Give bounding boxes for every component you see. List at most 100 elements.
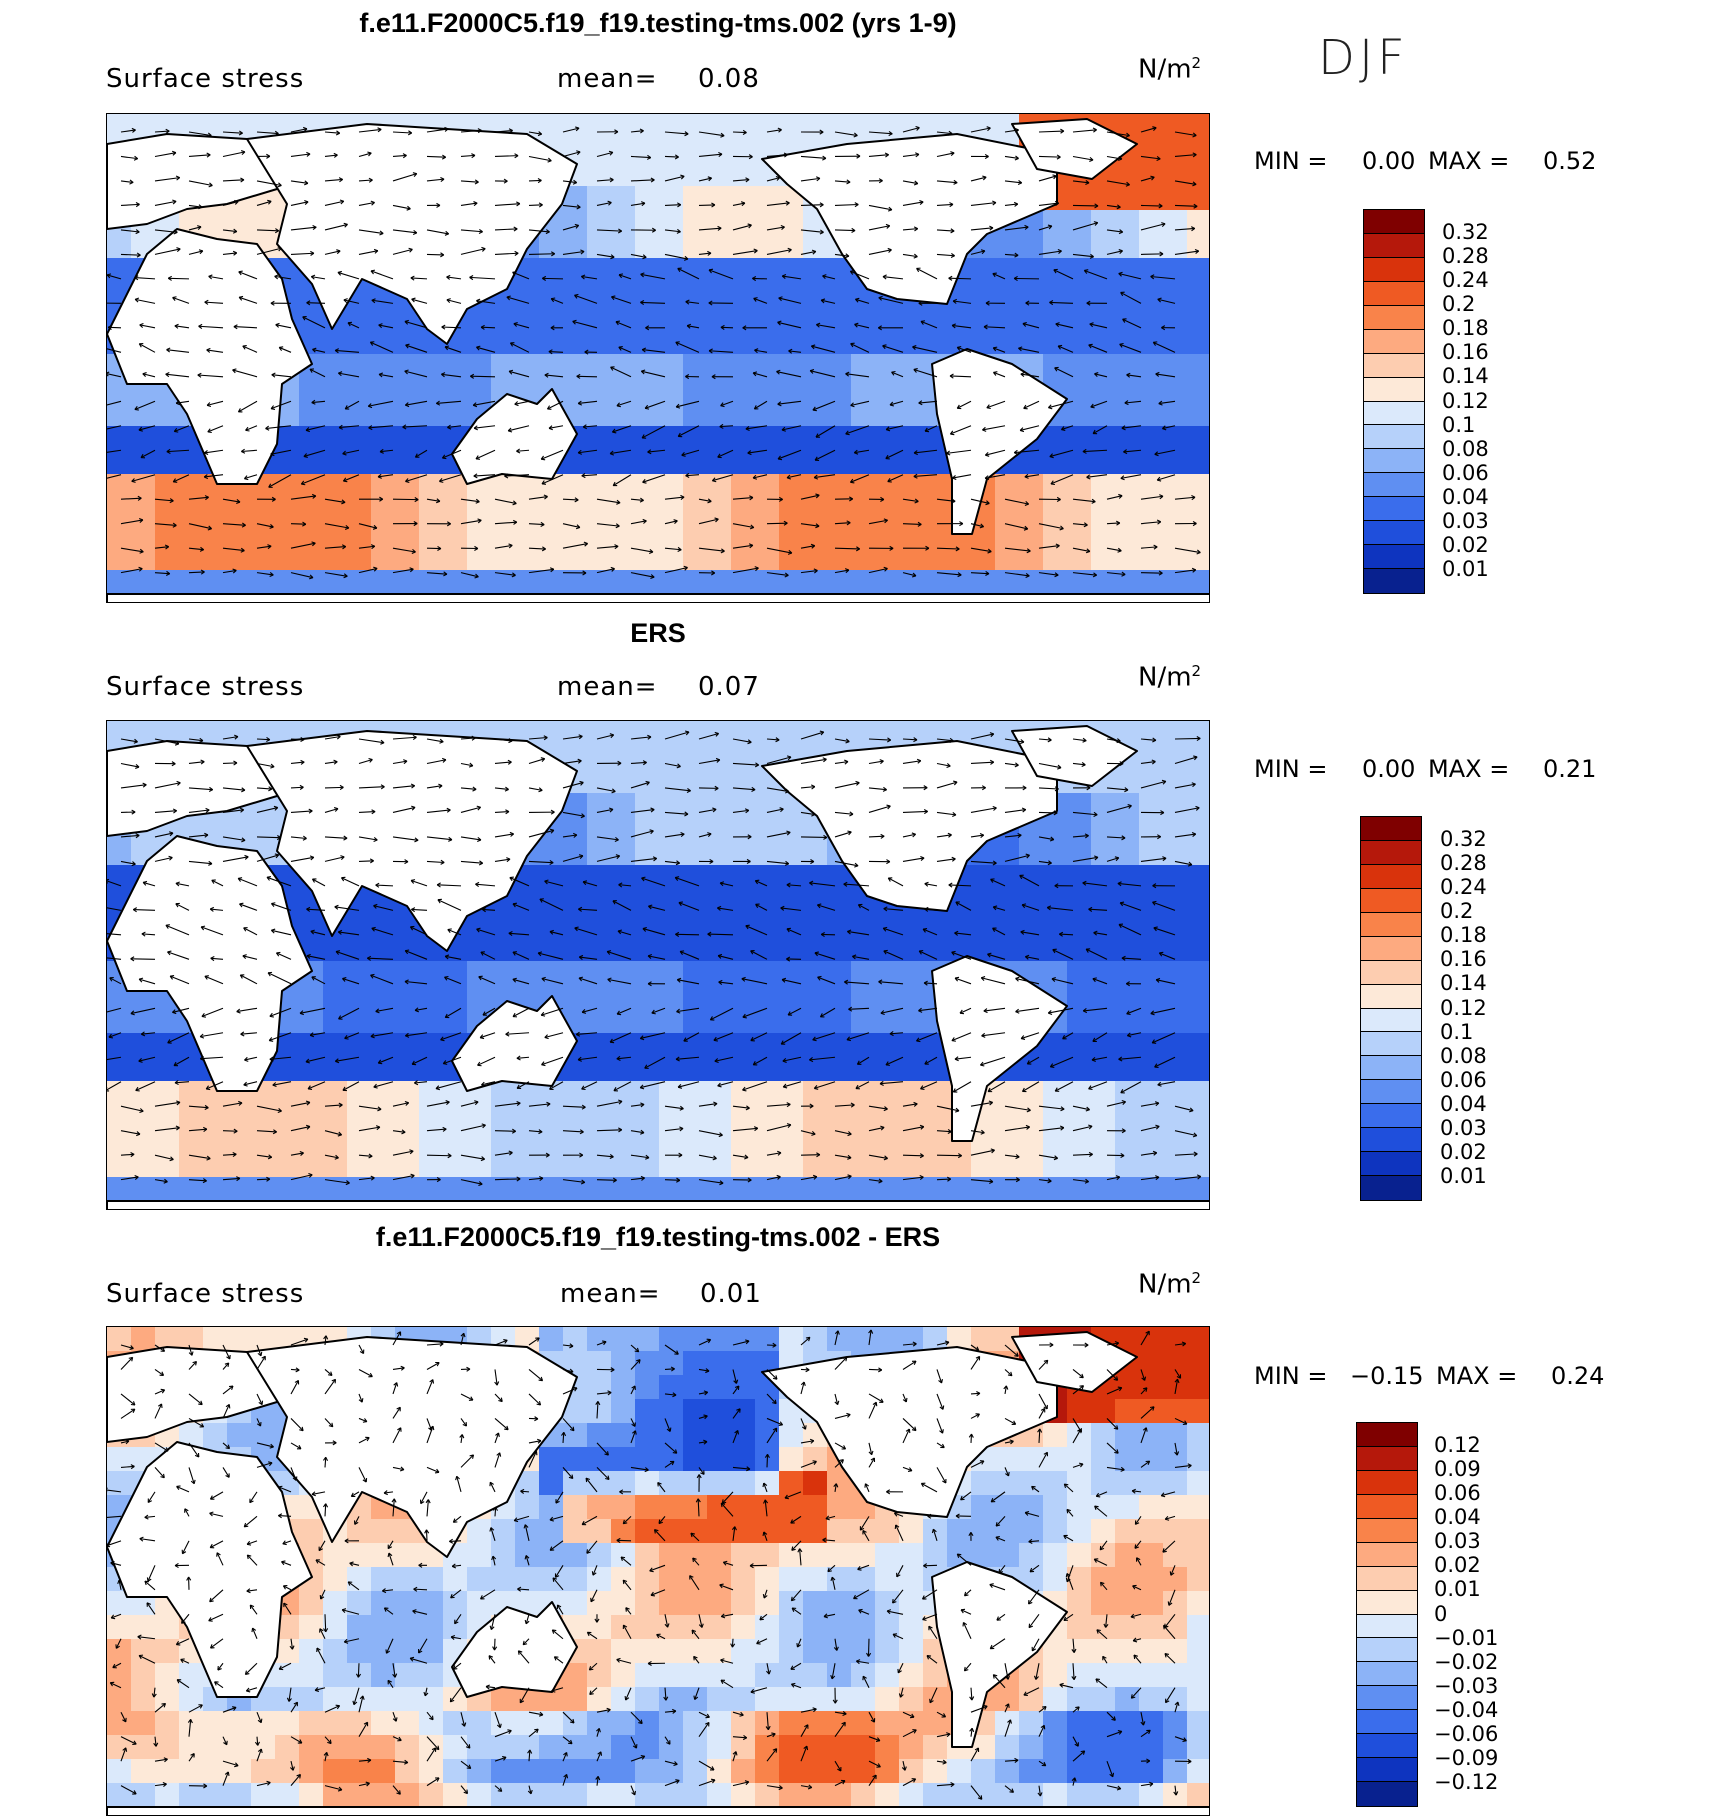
vector-shaft xyxy=(275,324,292,329)
vector-head xyxy=(1092,127,1097,131)
vector-head xyxy=(538,787,543,791)
vector-shaft xyxy=(981,977,1006,985)
panel-title: f.e11.F2000C5.f19_f19.testing-tms.002 (y… xyxy=(359,8,957,38)
field-cell xyxy=(755,378,779,402)
vector-head xyxy=(379,451,384,454)
vector-head xyxy=(891,370,896,373)
vector-shaft xyxy=(154,152,177,158)
vector-head xyxy=(139,551,144,554)
vector-shaft xyxy=(1072,253,1094,258)
vector-head xyxy=(882,789,887,792)
vector-shaft xyxy=(324,546,346,549)
vector-head xyxy=(851,227,856,232)
vector-head xyxy=(607,978,612,983)
vector-head xyxy=(333,759,338,763)
vector-shaft xyxy=(953,300,972,304)
field-cell xyxy=(851,522,875,546)
vector-shaft xyxy=(970,227,994,231)
field-cell xyxy=(851,426,875,450)
vector-shaft xyxy=(1157,298,1176,304)
vector-head xyxy=(883,518,888,521)
vector-head xyxy=(1088,343,1093,346)
vector-head xyxy=(681,451,685,456)
field-cell xyxy=(851,1153,875,1177)
vector-head xyxy=(1092,574,1097,578)
vector-shaft xyxy=(1054,367,1074,378)
vector-head xyxy=(745,425,750,430)
field-cell xyxy=(563,913,587,937)
vector-head xyxy=(946,765,951,768)
vector-head xyxy=(1158,403,1163,406)
vector-shaft xyxy=(630,202,645,206)
vector-head xyxy=(1093,814,1098,817)
vector-head xyxy=(1188,861,1193,866)
vector-shaft xyxy=(232,369,258,378)
vector-head xyxy=(165,128,170,132)
continent-samerica xyxy=(931,955,1068,1142)
vector-head xyxy=(1118,155,1123,160)
vector-head xyxy=(1120,477,1125,481)
vector-head xyxy=(985,502,990,506)
field-cell xyxy=(419,1081,443,1105)
vector-head xyxy=(200,761,205,765)
vector-shaft xyxy=(902,201,924,206)
vector-head xyxy=(473,201,478,204)
vector-head xyxy=(1093,932,1098,936)
vector-head xyxy=(1022,809,1027,813)
field-cell xyxy=(107,498,131,522)
vector-head xyxy=(241,151,246,155)
vector-head xyxy=(344,405,348,410)
vector-head xyxy=(207,431,212,434)
field-cell xyxy=(131,522,155,546)
field-cell xyxy=(515,937,539,961)
vector-head xyxy=(310,276,315,280)
vector-shaft xyxy=(800,811,816,816)
vector-head xyxy=(1157,479,1162,482)
min-label: MIN = xyxy=(1254,147,1328,175)
vector-head xyxy=(171,761,176,765)
vector-head xyxy=(1025,572,1030,577)
vector-head xyxy=(715,757,721,761)
vector-head xyxy=(173,810,178,814)
vector-head xyxy=(265,425,270,429)
field-cell xyxy=(779,306,803,330)
vector-head xyxy=(882,927,887,932)
vector-head xyxy=(855,297,860,300)
vector-head xyxy=(1085,182,1090,185)
vector-head xyxy=(275,854,280,859)
vector-head xyxy=(270,929,275,934)
vector-shaft xyxy=(936,253,955,257)
vector-shaft xyxy=(244,474,258,480)
vector-shaft xyxy=(834,782,860,789)
vector-shaft xyxy=(410,277,428,280)
vector-shaft xyxy=(788,350,802,353)
vector-head xyxy=(1025,500,1030,505)
vector-shaft xyxy=(918,400,938,404)
vector-head xyxy=(199,549,204,552)
vector-head xyxy=(414,499,419,503)
vector-head xyxy=(642,518,647,522)
vector-head xyxy=(1086,548,1091,552)
vector-head xyxy=(1089,156,1094,161)
vector-head xyxy=(1056,496,1061,500)
vector-shaft xyxy=(528,547,546,550)
field-cell xyxy=(683,1129,707,1153)
vector-head xyxy=(820,931,825,935)
vector-shaft xyxy=(154,229,178,233)
vector-head xyxy=(410,275,415,279)
vector-shaft xyxy=(392,806,416,813)
field-cell xyxy=(1163,937,1187,961)
vector-head xyxy=(236,501,241,505)
field-cell xyxy=(611,162,635,186)
vector-head xyxy=(982,176,987,181)
vector-head xyxy=(234,736,239,740)
vector-head xyxy=(647,734,652,738)
vector-head xyxy=(164,544,169,548)
vector-shaft xyxy=(617,930,632,936)
vector-head xyxy=(650,574,655,578)
vector-shaft xyxy=(460,129,482,133)
vector-head xyxy=(165,925,169,929)
field-cell xyxy=(659,378,683,402)
vector-shaft xyxy=(541,1007,564,1016)
vector-shaft xyxy=(766,572,789,576)
